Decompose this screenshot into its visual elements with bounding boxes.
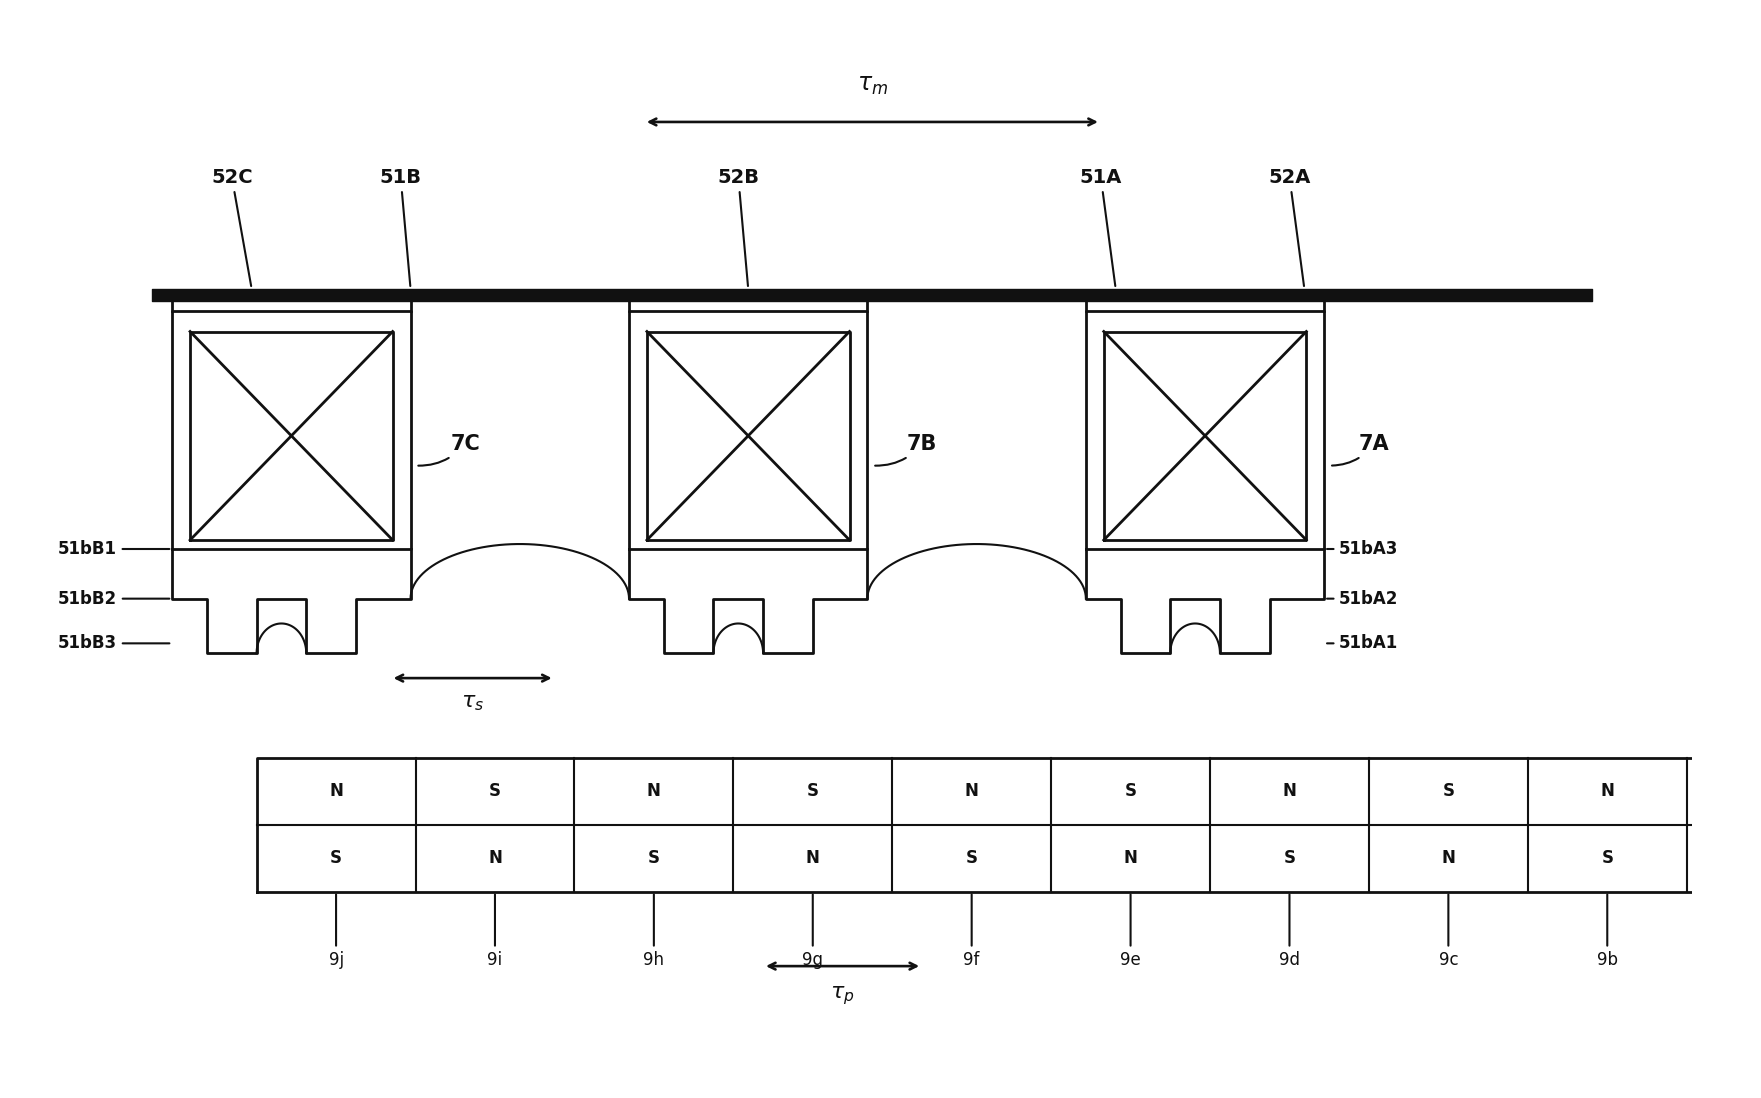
Text: 51bA1: 51bA1 — [1328, 635, 1398, 652]
Text: 51bB1: 51bB1 — [58, 540, 169, 558]
Text: 52A: 52A — [1268, 168, 1310, 287]
Text: N: N — [1282, 782, 1296, 800]
Text: 7C: 7C — [419, 434, 481, 466]
Text: S: S — [1442, 782, 1455, 800]
Text: S: S — [965, 849, 977, 867]
Text: $\tau_p$: $\tau_p$ — [829, 984, 854, 1007]
Text: 9e: 9e — [1120, 895, 1141, 970]
Text: S: S — [1125, 782, 1136, 800]
Text: $\tau_m$: $\tau_m$ — [858, 74, 888, 97]
Text: S: S — [648, 849, 660, 867]
Text: 7A: 7A — [1331, 434, 1389, 466]
Text: 9b: 9b — [1597, 895, 1618, 970]
Text: N: N — [807, 849, 819, 867]
Text: S: S — [807, 782, 819, 800]
Text: 51B: 51B — [380, 168, 421, 287]
Text: 51bB3: 51bB3 — [58, 635, 169, 652]
Text: 51bA2: 51bA2 — [1328, 590, 1398, 607]
Text: N: N — [1442, 849, 1455, 867]
Text: $\tau_s$: $\tau_s$ — [461, 693, 484, 713]
Text: N: N — [488, 849, 502, 867]
Text: 51bA3: 51bA3 — [1328, 540, 1398, 558]
Text: N: N — [1601, 782, 1615, 800]
Text: N: N — [1759, 849, 1761, 867]
Text: S: S — [490, 782, 500, 800]
Text: 51A: 51A — [1079, 168, 1122, 287]
Text: N: N — [965, 782, 979, 800]
Text: N: N — [329, 782, 343, 800]
Text: 9f: 9f — [963, 895, 979, 970]
Text: 51bB2: 51bB2 — [58, 590, 169, 607]
Text: S: S — [1284, 849, 1296, 867]
Text: 9i: 9i — [488, 895, 502, 970]
Text: S: S — [1601, 849, 1613, 867]
Text: 52B: 52B — [717, 168, 759, 287]
Text: 9j: 9j — [329, 895, 343, 970]
Text: 52C: 52C — [211, 168, 252, 287]
Text: 9d: 9d — [1278, 895, 1300, 970]
Text: 9g: 9g — [803, 895, 822, 970]
Text: 9c: 9c — [1439, 895, 1458, 970]
Text: 7B: 7B — [875, 434, 937, 466]
Text: 9h: 9h — [643, 895, 664, 970]
Text: N: N — [646, 782, 660, 800]
Text: N: N — [1124, 849, 1138, 867]
Text: S: S — [329, 849, 342, 867]
